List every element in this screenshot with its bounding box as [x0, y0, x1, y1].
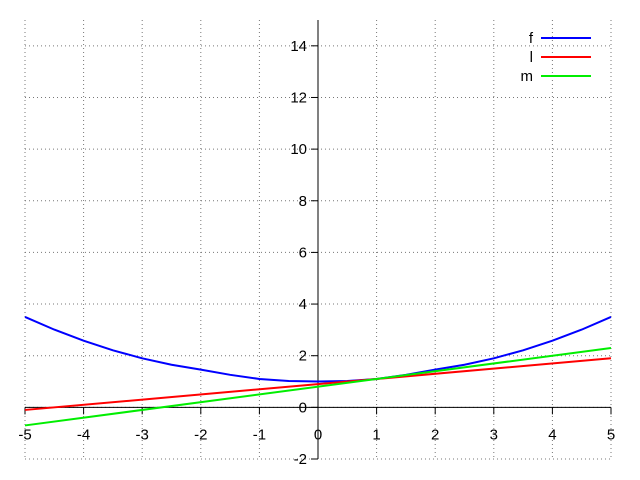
y-tick-label: 12	[290, 89, 307, 106]
x-tick-label: -1	[253, 426, 266, 443]
x-tick-label: 4	[548, 426, 556, 443]
x-tick-label: 1	[372, 426, 380, 443]
y-tick-label: -2	[294, 451, 307, 468]
series-line-f	[24, 316, 612, 383]
x-tick-label: 3	[490, 426, 498, 443]
x-tick-label: 2	[431, 426, 439, 443]
y-tick-label: 4	[299, 296, 307, 313]
x-tick-label: 0	[314, 426, 322, 443]
y-tick-label: 2	[299, 348, 307, 365]
axes	[24, 20, 612, 460]
legend-label-f: f	[529, 30, 534, 47]
y-tick-label: 10	[290, 141, 307, 158]
x-tick-label: -3	[136, 426, 149, 443]
y-tick-label: 0	[299, 399, 307, 416]
y-tick-label: 8	[299, 193, 307, 210]
x-tick-label: 5	[607, 426, 615, 443]
series-line-l	[24, 357, 612, 411]
legend-label-m: m	[521, 68, 534, 85]
series-lines	[24, 316, 612, 427]
y-tick-label: 6	[299, 244, 307, 261]
y-tick-label: 14	[290, 38, 307, 55]
legend-label-l: l	[530, 49, 533, 66]
series-line-m	[24, 346, 612, 427]
x-tick-label: -2	[194, 426, 207, 443]
x-tick-label: -4	[77, 426, 90, 443]
x-tick-label: -5	[18, 426, 31, 443]
legend: flm	[521, 30, 591, 85]
